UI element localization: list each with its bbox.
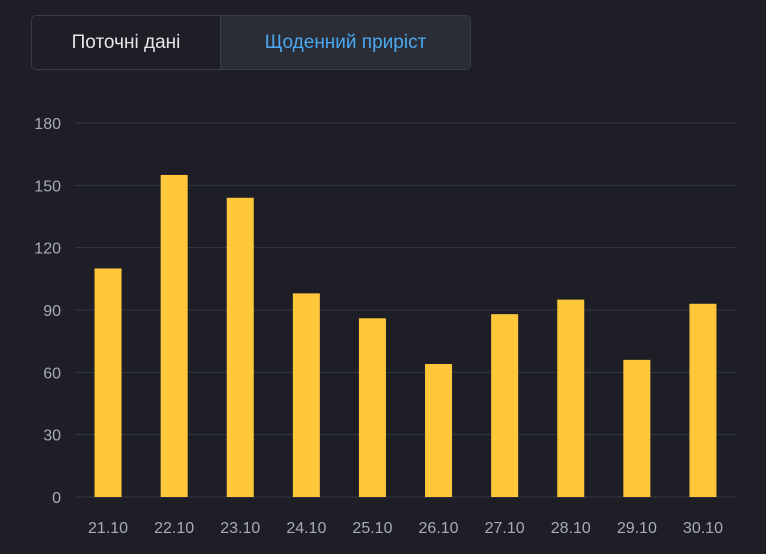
current-data-tab[interactable]: Поточні дані bbox=[32, 16, 220, 69]
x-tick-label: 24.10 bbox=[286, 520, 326, 537]
y-tick-label: 180 bbox=[34, 116, 61, 133]
bar-27.10[interactable] bbox=[491, 314, 519, 497]
x-tick-label: 21.10 bbox=[88, 520, 128, 537]
x-tick-label: 28.10 bbox=[551, 520, 591, 537]
x-tick-label: 30.10 bbox=[683, 520, 723, 537]
bar-21.10[interactable] bbox=[94, 268, 122, 497]
x-tick-label: 25.10 bbox=[352, 520, 392, 537]
x-tick-label: 29.10 bbox=[617, 520, 657, 537]
bar-22.10[interactable] bbox=[160, 174, 188, 497]
bar-24.10[interactable] bbox=[292, 293, 320, 497]
y-tick-label: 0 bbox=[52, 490, 61, 507]
view-toggle: Поточні дані Щоденний приріст bbox=[31, 15, 471, 70]
x-tick-label: 27.10 bbox=[485, 520, 525, 537]
bar-30.10[interactable] bbox=[689, 303, 717, 497]
y-axis-labels: 0 30 60 90 120 150 180 bbox=[34, 116, 61, 507]
y-tick-label: 60 bbox=[43, 365, 61, 382]
x-tick-label: 23.10 bbox=[220, 520, 260, 537]
y-tick-label: 30 bbox=[43, 428, 61, 445]
y-tick-label: 90 bbox=[43, 303, 61, 320]
bar-23.10[interactable] bbox=[226, 197, 254, 498]
y-tick-label: 120 bbox=[34, 241, 61, 258]
bar-25.10[interactable] bbox=[358, 318, 386, 497]
bar-26.10[interactable] bbox=[425, 364, 453, 497]
daily-growth-tab[interactable]: Щоденний приріст bbox=[220, 16, 470, 69]
bar-28.10[interactable] bbox=[557, 299, 585, 497]
x-tick-label: 26.10 bbox=[419, 520, 459, 537]
y-tick-label: 150 bbox=[34, 178, 61, 195]
bars bbox=[94, 174, 717, 498]
x-axis-labels: 21.10 22.10 23.10 24.10 25.10 26.10 27.10 28.10… bbox=[88, 520, 723, 537]
bar-29.10[interactable] bbox=[623, 359, 651, 497]
x-tick-label: 22.10 bbox=[154, 520, 194, 537]
